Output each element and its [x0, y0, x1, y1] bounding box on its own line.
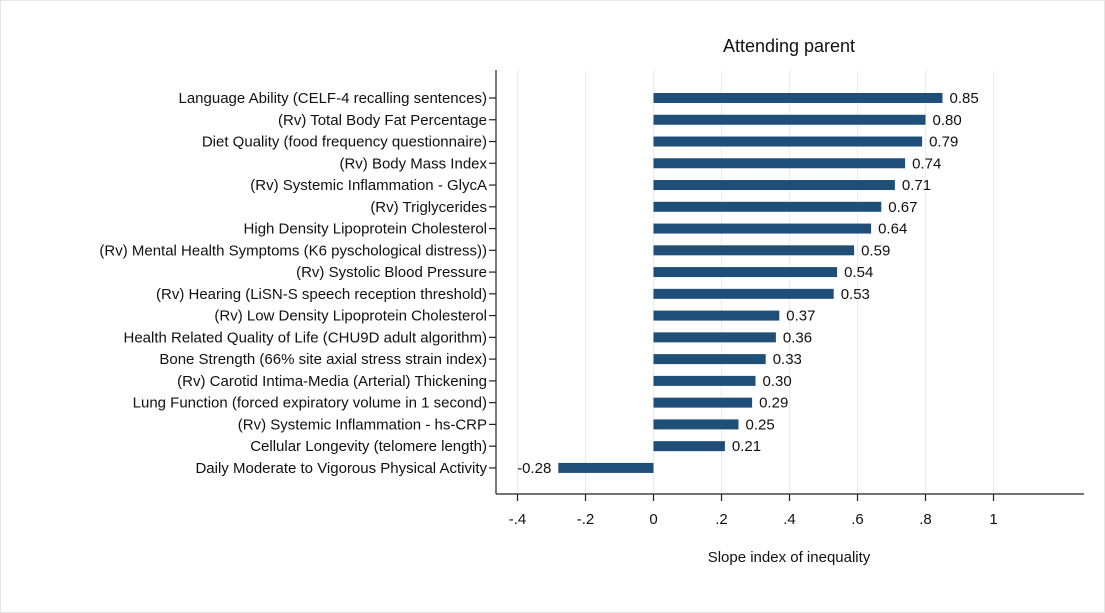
- category-label: (Rv) Systemic Inflammation - hs-CRP: [238, 416, 487, 433]
- bar: [653, 201, 882, 212]
- value-label: 0.80: [933, 112, 962, 129]
- x-tick-label: -.2: [577, 511, 595, 528]
- value-label: 0.54: [844, 264, 873, 281]
- x-tick-label: -.4: [509, 511, 527, 528]
- value-label: 0.59: [861, 242, 890, 259]
- category-label: Language Ability (CELF-4 recalling sente…: [178, 90, 487, 107]
- bar: [558, 462, 654, 473]
- value-label: 0.21: [732, 438, 761, 455]
- bar: [653, 419, 739, 430]
- category-label: (Rv) Systemic Inflammation - GlycA: [250, 177, 487, 194]
- category-label: (Rv) Body Mass Index: [339, 155, 487, 172]
- value-label: 0.67: [888, 199, 917, 216]
- x-axis-label: Slope index of inequality: [708, 549, 871, 566]
- category-label: (Rv) Mental Health Symptoms (K6 pyscholo…: [99, 242, 487, 259]
- category-label: Diet Quality (food frequency questionnai…: [202, 134, 487, 151]
- bar: [653, 114, 926, 125]
- category-label: (Rv) Systolic Blood Pressure: [296, 264, 487, 281]
- x-tick-label: .6: [851, 511, 864, 528]
- category-label: (Rv) Triglycerides: [370, 199, 487, 216]
- bar: [653, 267, 838, 278]
- category-label: High Density Lipoprotein Cholesterol: [244, 221, 487, 238]
- category-labels: Language Ability (CELF-4 recalling sente…: [99, 90, 496, 477]
- bar: [653, 158, 906, 169]
- value-label: 0.71: [902, 177, 931, 194]
- value-label: 0.29: [759, 395, 788, 412]
- x-tick-label: .8: [919, 511, 932, 528]
- value-label: 0.74: [912, 155, 941, 172]
- value-label: 0.36: [783, 329, 812, 346]
- bar: [653, 223, 872, 234]
- category-label: Bone Strength (66% site axial stress str…: [159, 351, 487, 368]
- value-labels: 0.85 0.80 0.79 0.74 0.71 0.67 0.64 0.59 0.54 0.53…: [517, 90, 979, 477]
- bar: [653, 245, 855, 256]
- value-label: 0.33: [773, 351, 802, 368]
- bar: [653, 288, 834, 299]
- bar: [653, 180, 895, 191]
- chart-title: Attending parent: [723, 36, 855, 56]
- value-label: 0.25: [746, 416, 775, 433]
- bar: [653, 136, 923, 147]
- x-ticks: -.4 -.2 0 .2 .4 .6 .8 1: [509, 494, 998, 528]
- bar: [653, 93, 943, 103]
- bar: [653, 354, 766, 365]
- x-tick-label: 0: [649, 511, 657, 528]
- value-label: 0.30: [763, 373, 792, 390]
- bar: [653, 310, 780, 321]
- bar: [653, 332, 776, 343]
- bar: [653, 441, 725, 452]
- bars: [558, 93, 943, 473]
- bar: [653, 397, 753, 408]
- value-label: 0.85: [950, 90, 979, 107]
- value-label: 0.79: [929, 134, 958, 151]
- value-label: 0.53: [841, 286, 870, 303]
- category-label: (Rv) Carotid Intima-Media (Arterial) Thi…: [177, 373, 487, 390]
- value-label: 0.37: [786, 308, 815, 325]
- x-tick-label: .4: [783, 511, 796, 528]
- category-label: Health Related Quality of Life (CHU9D ad…: [124, 329, 488, 346]
- category-label: (Rv) Total Body Fat Percentage: [278, 112, 487, 129]
- category-label: Lung Function (forced expiratory volume …: [133, 395, 487, 412]
- bar: [653, 375, 756, 386]
- x-tick-label: 1: [989, 511, 997, 528]
- category-label: Cellular Longevity (telomere length): [250, 438, 487, 455]
- value-label: 0.64: [878, 221, 907, 238]
- category-label: (Rv) Hearing (LiSN-S speech reception th…: [156, 286, 487, 303]
- x-tick-label: .2: [715, 511, 728, 528]
- value-label: -0.28: [517, 460, 551, 477]
- category-label: (Rv) Low Density Lipoprotein Cholesterol: [214, 308, 487, 325]
- category-label: Daily Moderate to Vigorous Physical Acti…: [195, 460, 487, 477]
